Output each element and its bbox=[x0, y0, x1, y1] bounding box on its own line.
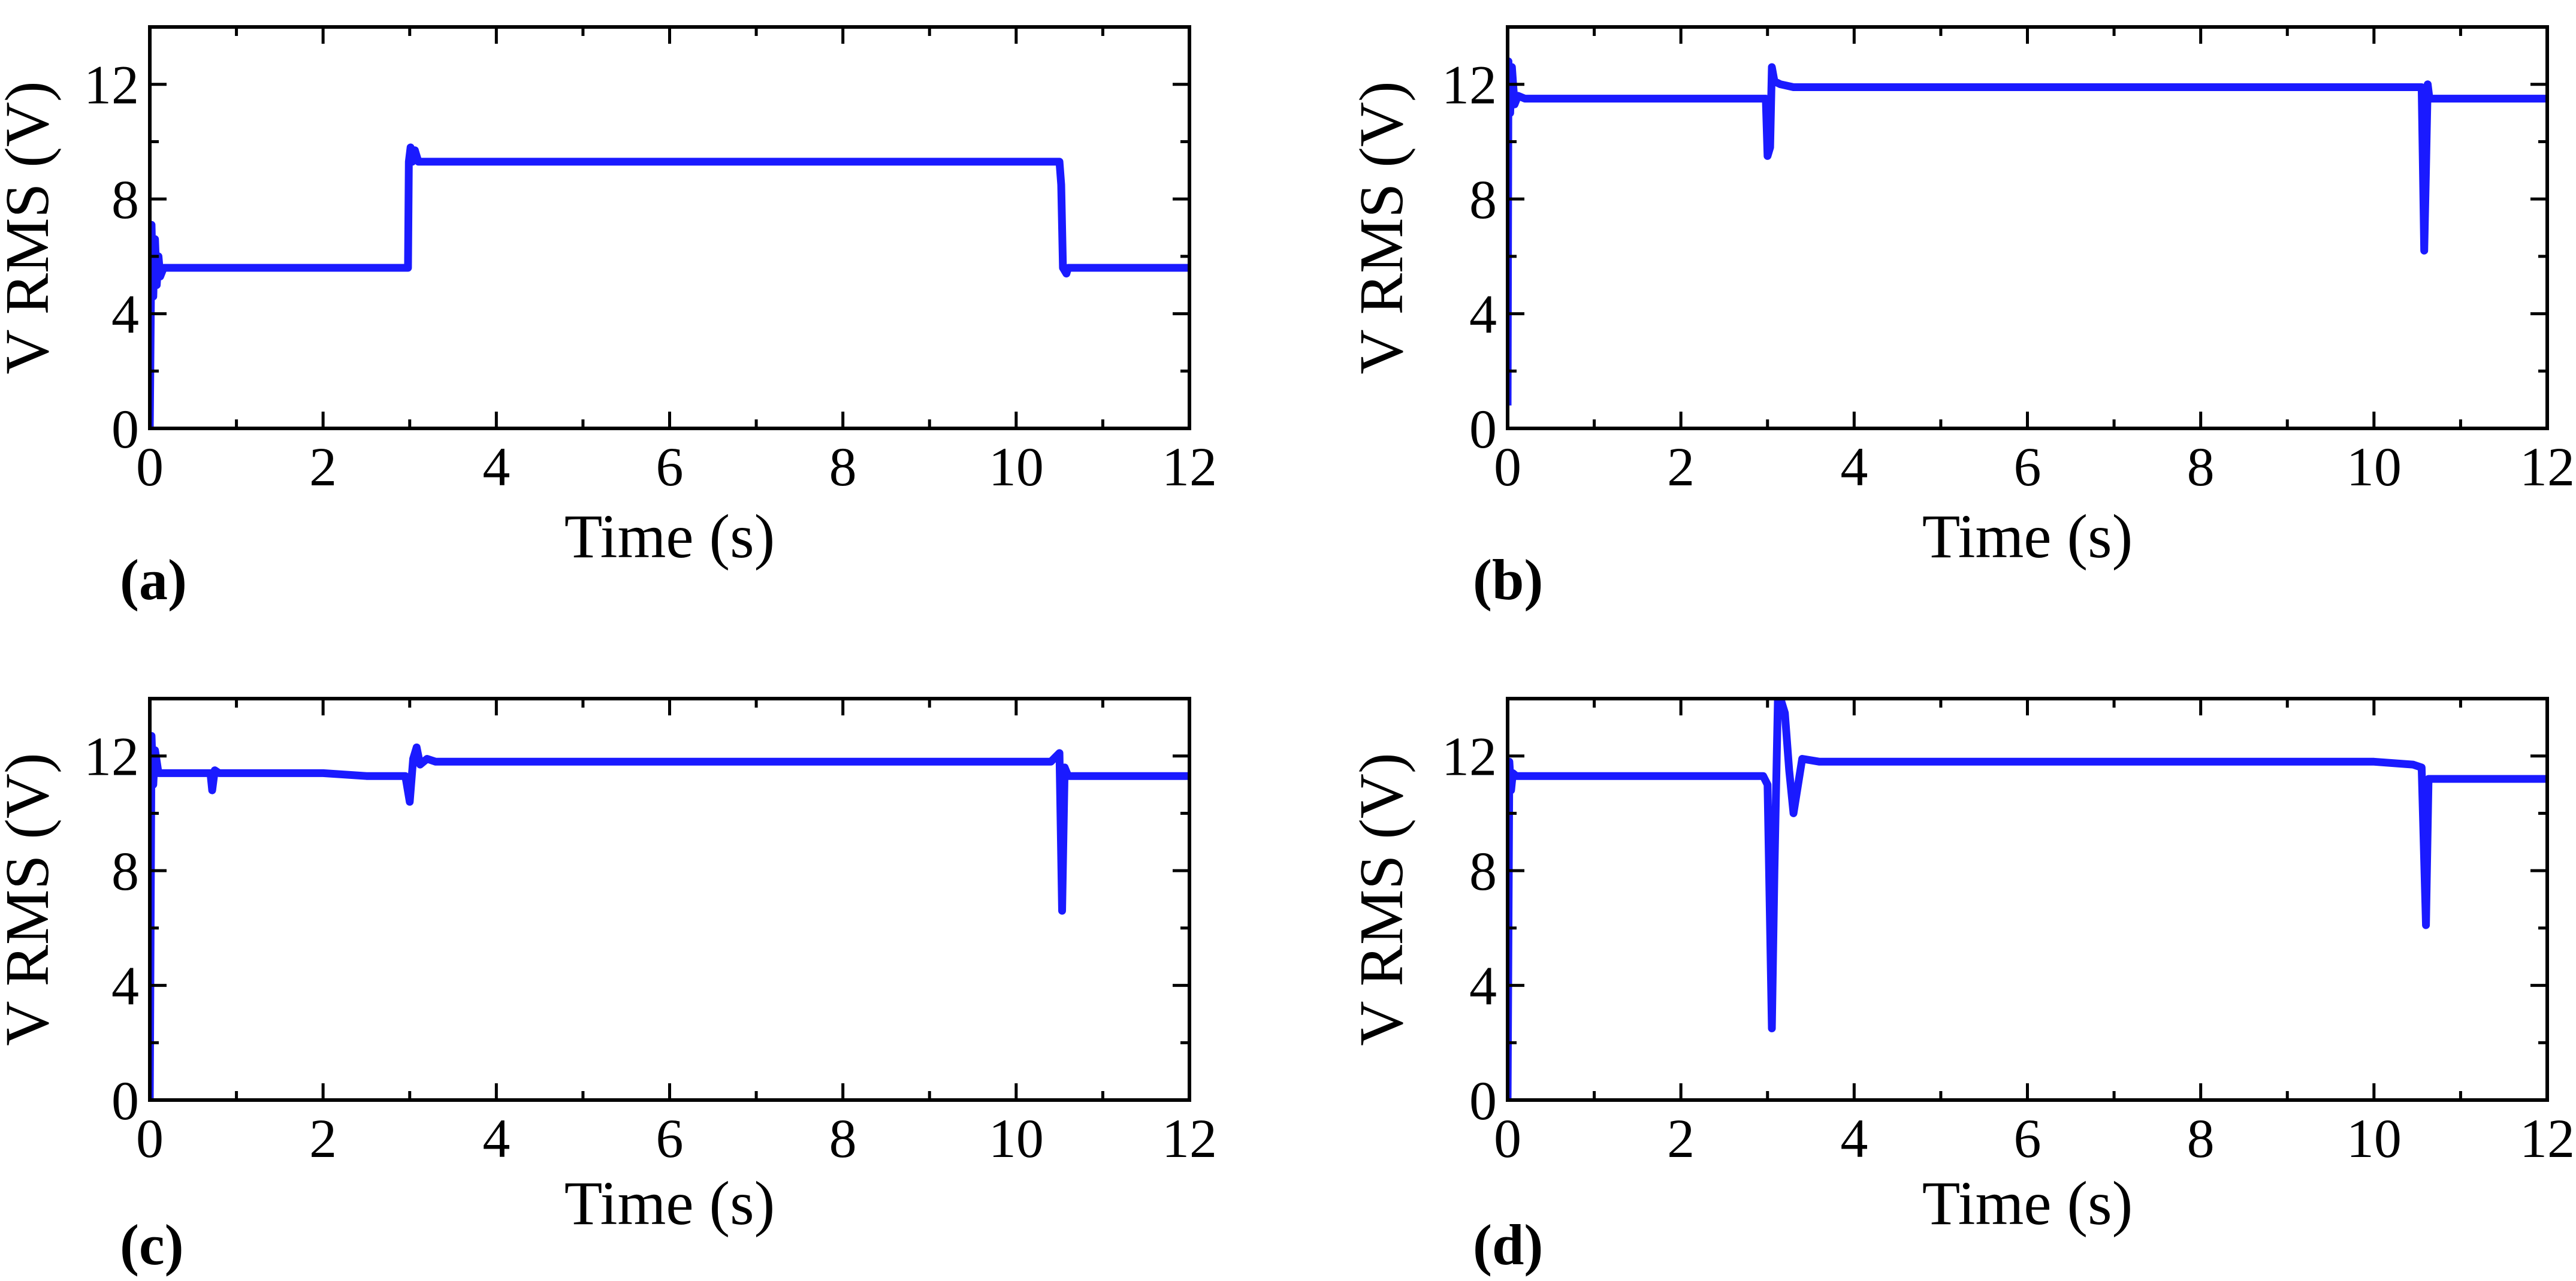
y-tick-label: 12 bbox=[1442, 55, 1497, 116]
x-tick-label: 12 bbox=[2520, 436, 2575, 497]
y-tick-label: 4 bbox=[111, 956, 139, 1017]
x-tick-label: 0 bbox=[1494, 436, 1521, 497]
y-tick-label: 0 bbox=[111, 398, 139, 460]
y-tick-label: 4 bbox=[1469, 956, 1497, 1017]
series-line-0-0 bbox=[150, 143, 1189, 428]
panel-c: 0 2 4 6 8 10 12 0 4 8 12 Time (s) V RMS (V) (c) bbox=[0, 697, 1217, 1277]
x-tick-label: 12 bbox=[1162, 1108, 1217, 1169]
panel-d: 0 2 4 6 8 10 12 0 4 8 12 Time (s) V RMS (V) (d) bbox=[1347, 697, 2575, 1277]
x-tick-label: 0 bbox=[136, 436, 164, 497]
x-tick-label: 6 bbox=[2014, 1108, 2042, 1169]
x-tick-label: 10 bbox=[2347, 436, 2402, 497]
y-tick-label: 8 bbox=[1469, 169, 1497, 230]
x-axis-label: Time (s) bbox=[564, 1169, 775, 1238]
panel-b: 0 2 4 6 8 10 12 0 4 8 12 Time (s) V RMS (V) (b) bbox=[1347, 25, 2575, 612]
x-tick-label: 10 bbox=[989, 436, 1044, 497]
y-tick-label: 8 bbox=[1469, 841, 1497, 902]
x-tick-label: 4 bbox=[482, 436, 510, 497]
x-axis-label: Time (s) bbox=[564, 502, 775, 571]
x-tick-label: 0 bbox=[1494, 1108, 1521, 1169]
x-axis-label: Time (s) bbox=[1922, 1169, 2133, 1238]
y-axis-label: V RMS (V) bbox=[1347, 81, 1416, 374]
series-line-2-0 bbox=[150, 732, 1189, 1100]
x-tick-label: 10 bbox=[2347, 1108, 2402, 1169]
series-line-3-0 bbox=[1508, 699, 2547, 1100]
x-tick-label: 8 bbox=[2187, 1108, 2215, 1169]
x-axis-label: Time (s) bbox=[1922, 502, 2133, 571]
x-tick-label: 12 bbox=[1162, 436, 1217, 497]
panel-label: (b) bbox=[1473, 548, 1543, 612]
x-tick-label: 6 bbox=[2014, 436, 2042, 497]
x-tick-label: 0 bbox=[136, 1108, 164, 1169]
y-tick-label: 4 bbox=[111, 284, 139, 345]
panel-label: (a) bbox=[120, 548, 187, 612]
y-tick-label: 0 bbox=[111, 1070, 139, 1131]
panel-label: (c) bbox=[120, 1213, 184, 1277]
x-tick-label: 2 bbox=[309, 436, 337, 497]
x-tick-label: 8 bbox=[829, 436, 857, 497]
y-tick-label: 12 bbox=[84, 726, 139, 787]
x-tick-label: 2 bbox=[309, 1108, 337, 1169]
x-tick-label: 2 bbox=[1667, 1108, 1695, 1169]
y-tick-label: 4 bbox=[1469, 284, 1497, 345]
x-tick-label: 4 bbox=[482, 1108, 510, 1169]
y-tick-label: 0 bbox=[1469, 398, 1497, 460]
y-tick-label: 8 bbox=[111, 169, 139, 230]
panel-a: 0 2 4 6 8 10 12 0 4 8 12 Time (s) V RMS (V) (a) bbox=[0, 25, 1217, 612]
x-tick-label: 4 bbox=[1840, 1108, 1868, 1169]
y-tick-label: 12 bbox=[84, 55, 139, 116]
x-tick-label: 12 bbox=[2520, 1108, 2575, 1169]
series-line-1-0 bbox=[1508, 57, 2547, 406]
y-axis-label: V RMS (V) bbox=[1347, 753, 1416, 1046]
x-tick-label: 6 bbox=[656, 1108, 684, 1169]
x-tick-label: 6 bbox=[656, 436, 684, 497]
y-tick-label: 12 bbox=[1442, 726, 1497, 787]
x-tick-label: 8 bbox=[829, 1108, 857, 1169]
y-axis-label: V RMS (V) bbox=[0, 753, 62, 1046]
x-tick-label: 10 bbox=[989, 1108, 1044, 1169]
y-axis-label: V RMS (V) bbox=[0, 81, 62, 374]
x-tick-label: 2 bbox=[1667, 436, 1695, 497]
plot-frame bbox=[148, 25, 1191, 430]
x-tick-label: 4 bbox=[1840, 436, 1868, 497]
x-tick-label: 8 bbox=[2187, 436, 2215, 497]
panel-label: (d) bbox=[1473, 1213, 1543, 1277]
y-tick-label: 8 bbox=[111, 841, 139, 902]
y-tick-label: 0 bbox=[1469, 1070, 1497, 1131]
